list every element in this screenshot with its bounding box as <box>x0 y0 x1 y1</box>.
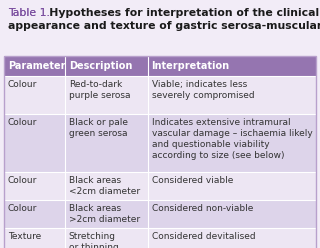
Text: Hypotheses for interpretation of the clinical
appearance and texture of gastric : Hypotheses for interpretation of the cli… <box>8 8 320 31</box>
Text: Black or pale
green serosa: Black or pale green serosa <box>69 118 128 138</box>
Bar <box>4 172 316 200</box>
Bar <box>4 56 316 248</box>
Text: Texture: Texture <box>8 232 41 241</box>
Text: Black areas
<2cm diameter: Black areas <2cm diameter <box>69 176 140 196</box>
Text: Interpretation: Interpretation <box>152 61 230 71</box>
Text: Black areas
>2cm diameter: Black areas >2cm diameter <box>69 204 140 224</box>
Bar <box>4 228 316 248</box>
Text: Colour: Colour <box>8 204 37 213</box>
Text: Considered non-viable: Considered non-viable <box>152 204 253 213</box>
Text: Considered devitalised: Considered devitalised <box>152 232 255 241</box>
Text: Colour: Colour <box>8 176 37 185</box>
Text: Red-to-dark
purple serosa: Red-to-dark purple serosa <box>69 80 130 100</box>
Text: Considered viable: Considered viable <box>152 176 233 185</box>
Bar <box>4 4 316 56</box>
Bar <box>4 56 316 76</box>
Text: Indicates extensive intramural
vascular damage – ischaemia likely
and questionab: Indicates extensive intramural vascular … <box>152 118 312 160</box>
Text: Colour: Colour <box>8 118 37 127</box>
Text: Description: Description <box>69 61 132 71</box>
Text: Colour: Colour <box>8 80 37 89</box>
Bar <box>4 76 316 114</box>
Text: Stretching
or thinning: Stretching or thinning <box>69 232 119 248</box>
Text: Table 1.: Table 1. <box>8 8 53 18</box>
Bar <box>4 200 316 228</box>
Text: Table 1.: Table 1. <box>8 8 53 18</box>
Text: Parameter: Parameter <box>8 61 66 71</box>
Bar <box>4 114 316 172</box>
Text: Viable; indicates less
severely compromised: Viable; indicates less severely compromi… <box>152 80 254 100</box>
